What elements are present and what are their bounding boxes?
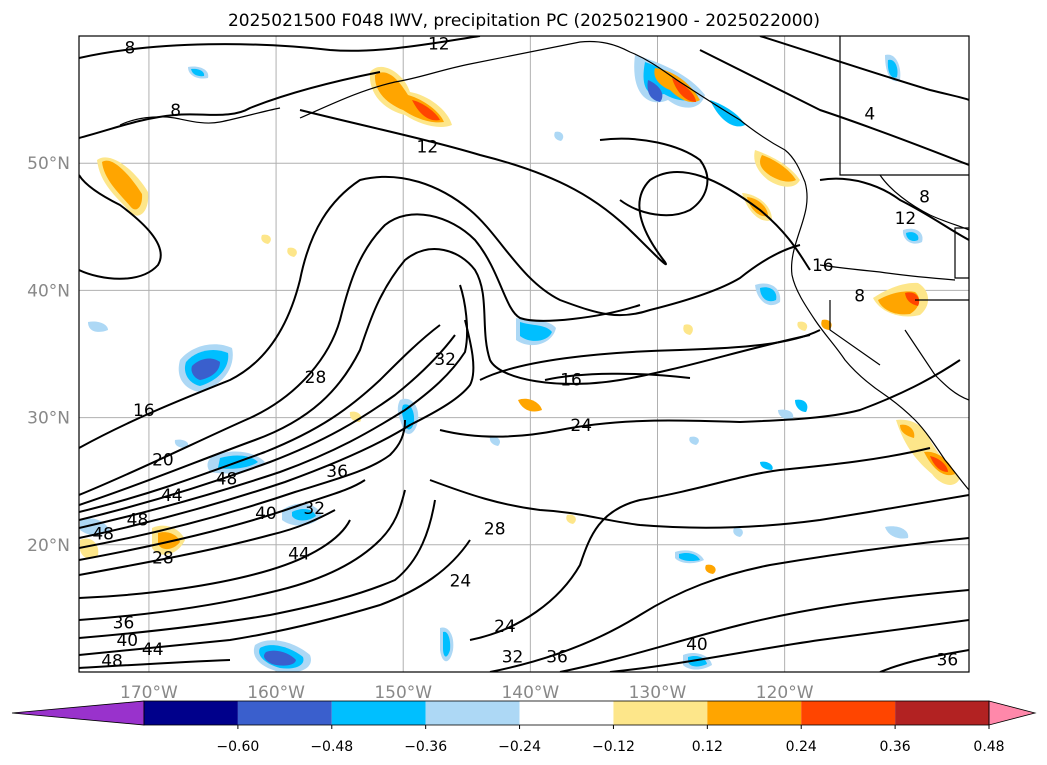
contour-label: 48 bbox=[101, 652, 123, 672]
colorbar-tick-label: 0.24 bbox=[786, 739, 817, 755]
colorbar-extend-low bbox=[11, 700, 145, 726]
contour-label: 24 bbox=[494, 617, 516, 637]
contour-label: 36 bbox=[326, 462, 348, 482]
contour-label: 24 bbox=[570, 416, 592, 436]
contour-label: 48 bbox=[92, 524, 114, 544]
x-tick-label: 130°W bbox=[629, 683, 687, 703]
contour-label: 16 bbox=[812, 256, 834, 276]
contour-label: 28 bbox=[152, 549, 174, 569]
colorbar-segment bbox=[895, 701, 989, 725]
contour-label: 8 bbox=[919, 187, 930, 207]
colorbar-tick-label: −0.24 bbox=[498, 739, 541, 755]
x-tick-label: 140°W bbox=[501, 683, 559, 703]
contour-label: 4 bbox=[864, 105, 875, 125]
iwv-contours bbox=[79, 36, 969, 672]
contour-label: 12 bbox=[417, 138, 439, 158]
contour-label: 44 bbox=[142, 640, 164, 660]
colorbar-segment bbox=[613, 701, 708, 725]
contour-label: 32 bbox=[502, 648, 524, 668]
contour-label: 44 bbox=[161, 486, 183, 506]
contour-label: 36 bbox=[546, 648, 568, 668]
longitude-ticks: 170°W 160°W 150°W 140°W 130°W 120°W bbox=[120, 683, 814, 703]
contour-label: 8 bbox=[970, 299, 981, 319]
colorbar-tick-label: −0.36 bbox=[404, 739, 447, 755]
colorbar-tick-label: −0.60 bbox=[216, 739, 259, 755]
colorbar-tick-label: 0.12 bbox=[692, 739, 723, 755]
colorbar: −0.60 −0.48 −0.36 −0.24 −0.12 0.12 0.24 0.36 0.4… bbox=[11, 700, 1037, 755]
contour-label: 32 bbox=[434, 350, 456, 370]
colorbar-tick-label: 0.36 bbox=[880, 739, 911, 755]
contour-label: 32 bbox=[303, 499, 325, 519]
contour-label: 48 bbox=[127, 510, 149, 530]
contour-label: 12 bbox=[895, 209, 917, 229]
x-tick-label: 120°W bbox=[756, 683, 814, 703]
map-border bbox=[78, 35, 970, 673]
contour-label: 8 bbox=[854, 286, 865, 306]
contour-label: 8 bbox=[170, 101, 181, 121]
colorbar-tick-label: −0.12 bbox=[592, 739, 635, 755]
colorbar-segment bbox=[801, 701, 896, 725]
colorbar-segment bbox=[519, 701, 614, 725]
x-tick-label: 170°W bbox=[120, 683, 178, 703]
colorbar-segment bbox=[707, 701, 802, 725]
contour-label: 36 bbox=[937, 650, 959, 670]
latitude-ticks: 50°N 40°N 30°N 20°N bbox=[27, 154, 70, 556]
chart-title: 2025021500 F048 IWV, precipitation PC (2… bbox=[228, 11, 820, 31]
contour-label: 28 bbox=[305, 368, 327, 388]
contour-label: 16 bbox=[560, 370, 582, 390]
x-tick-label: 160°W bbox=[247, 683, 305, 703]
colorbar-segment bbox=[144, 701, 238, 725]
colorbar-segment bbox=[331, 701, 426, 725]
x-tick-label: 150°W bbox=[374, 683, 432, 703]
contour-label: 40 bbox=[255, 504, 277, 524]
contour-label: 44 bbox=[288, 545, 310, 565]
contour-label: 20 bbox=[152, 451, 174, 471]
contour-label: 12 bbox=[428, 35, 450, 55]
coastlines bbox=[119, 36, 969, 491]
y-tick-label: 30°N bbox=[27, 409, 70, 429]
y-tick-label: 50°N bbox=[27, 154, 70, 174]
contour-label: 16 bbox=[133, 401, 155, 421]
colorbar-frame bbox=[143, 700, 990, 726]
contour-label: 36 bbox=[113, 613, 135, 633]
contour-label: 40 bbox=[116, 631, 138, 651]
contour-label: 24 bbox=[450, 571, 472, 591]
contour-label: 28 bbox=[484, 519, 506, 539]
contour-label: 48 bbox=[216, 470, 238, 490]
colorbar-tick-label: 0.48 bbox=[973, 739, 1004, 755]
colorbar-segment bbox=[237, 701, 332, 725]
y-tick-label: 20°N bbox=[27, 536, 70, 556]
contour-label: 8 bbox=[124, 38, 135, 58]
colorbar-tick-label: −0.48 bbox=[310, 739, 353, 755]
colorbar-segment bbox=[425, 701, 520, 725]
contour-label: 40 bbox=[686, 635, 708, 655]
colorbar-extend-high bbox=[988, 700, 1037, 726]
graticule bbox=[79, 36, 969, 672]
y-tick-label: 40°N bbox=[27, 281, 70, 301]
